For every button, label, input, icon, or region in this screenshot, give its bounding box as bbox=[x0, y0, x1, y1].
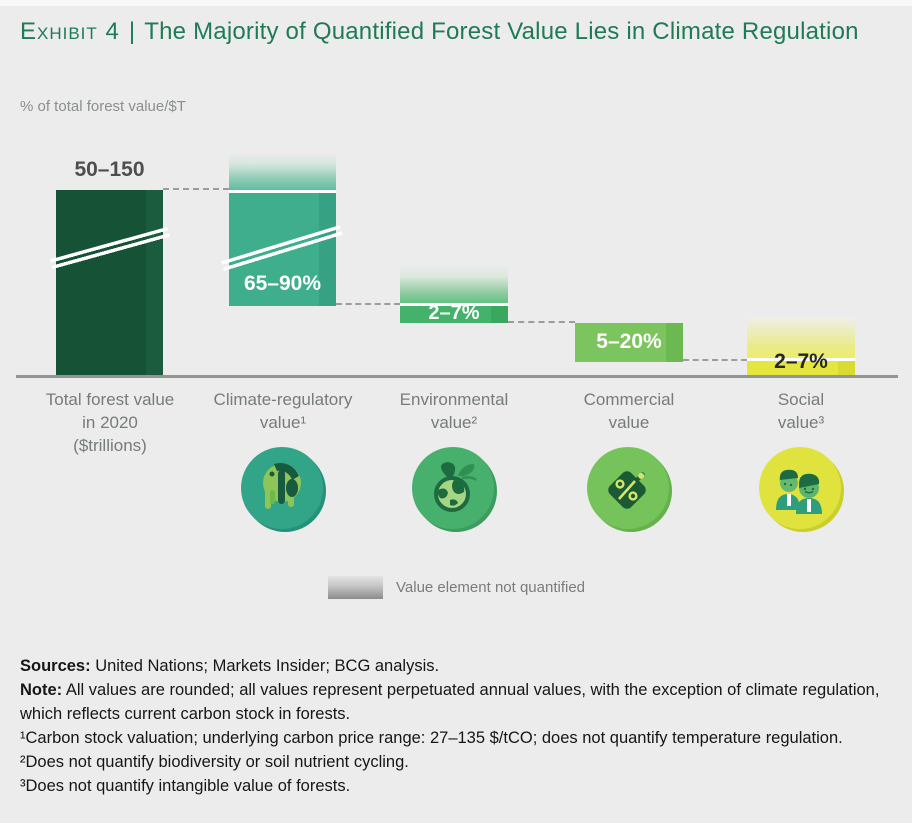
footnotes: Sources: United Nations; Markets Insider… bbox=[20, 654, 894, 798]
climate-melting-globe-icon bbox=[240, 446, 326, 532]
bar-shade-edge bbox=[838, 361, 855, 375]
bar-shade-edge bbox=[146, 190, 163, 376]
value-label-commercial: 5–20% bbox=[596, 330, 662, 353]
category-label-total: Total forest value in 2020 ($trillions) bbox=[45, 390, 175, 455]
dashed-connector bbox=[683, 359, 747, 361]
not-quantified-segment-climate bbox=[229, 152, 336, 190]
title-divider: | bbox=[128, 18, 136, 45]
category-label-climate: Climate-regulatory value¹ bbox=[213, 390, 353, 432]
value-label-environmental: 2–7% bbox=[428, 302, 480, 324]
bar-social-value bbox=[747, 361, 855, 375]
y-axis-label: % of total forest value/$T bbox=[20, 98, 186, 115]
legend: Value element not quantified bbox=[328, 576, 585, 599]
page-top-strip bbox=[0, 0, 912, 6]
sources-label: Sources: bbox=[20, 657, 91, 675]
footnote-1: ¹Carbon stock valuation; underlying carb… bbox=[20, 729, 843, 747]
footnote-3: ³Does not quantify intangible value of f… bbox=[20, 777, 351, 795]
dashed-connector bbox=[508, 321, 575, 323]
segment-separator bbox=[400, 303, 508, 306]
social-people-icon bbox=[758, 446, 844, 532]
value-label-climate: 65–90% bbox=[243, 272, 322, 295]
category-label-commercial: Commercial value bbox=[583, 390, 675, 432]
sources-line: Sources: United Nations; Markets Insider… bbox=[20, 657, 440, 675]
bar-shade-edge bbox=[666, 323, 683, 362]
segment-separator bbox=[229, 190, 336, 193]
segment-separator bbox=[747, 358, 855, 361]
note-line: Note: All values are rounded; all values… bbox=[20, 681, 880, 723]
page-title: Exhibit 4 | The Majority of Quantified For… bbox=[20, 18, 900, 46]
exhibit-number: Exhibit 4 bbox=[20, 18, 120, 45]
title-text: The Majority of Quantified Forest Value … bbox=[144, 18, 859, 45]
bar-environmental-value bbox=[400, 306, 508, 323]
dashed-connector bbox=[163, 188, 229, 190]
bar-shade-edge bbox=[491, 306, 508, 323]
category-label-social: Social value³ bbox=[777, 390, 825, 432]
category-label-environmental: Environmental value² bbox=[399, 390, 509, 432]
not-quantified-segment-environmental bbox=[400, 265, 508, 303]
not-quantified-swatch bbox=[328, 576, 383, 599]
legend-label: Value element not quantified bbox=[396, 579, 586, 596]
bar-total-forest-value bbox=[56, 190, 163, 376]
footnote-2: ²Does not quantify biodiversity or soil … bbox=[20, 753, 409, 771]
commercial-price-tag-icon bbox=[586, 446, 672, 532]
bar-shade-edge bbox=[319, 193, 336, 306]
environment-globe-leaves-icon bbox=[411, 446, 497, 532]
bar-commercial-value bbox=[575, 323, 683, 362]
value-label-social: 2–7% bbox=[774, 350, 828, 373]
not-quantified-segment-social bbox=[747, 317, 855, 358]
value-label-total: 50–150 bbox=[74, 158, 145, 181]
forest-value-bar-chart: 50–150 65–90% 2–7% 5–20% 2–7% Total fore… bbox=[16, 152, 898, 532]
note-label: Note: bbox=[20, 681, 63, 699]
x-axis-line bbox=[16, 375, 898, 378]
dashed-connector bbox=[336, 303, 400, 305]
